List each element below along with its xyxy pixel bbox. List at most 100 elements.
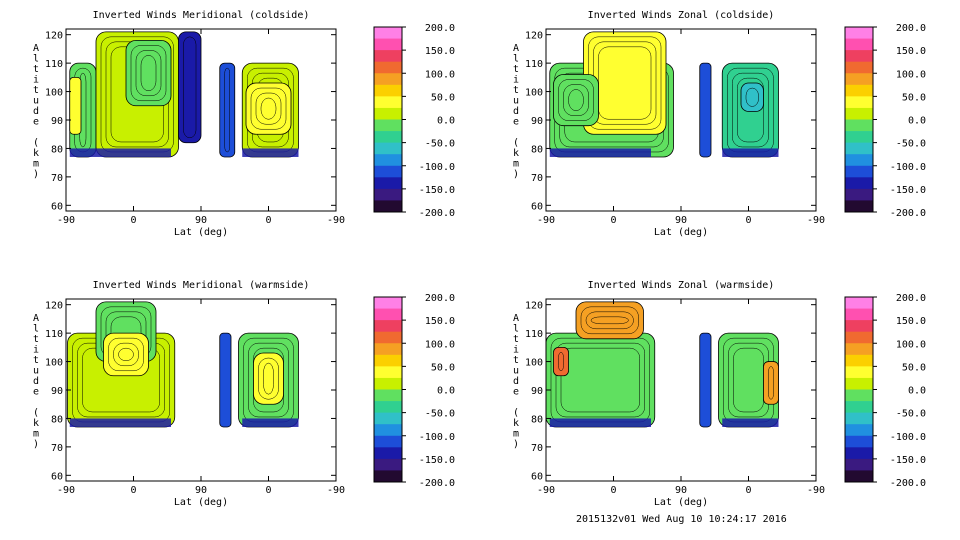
y-tick-label: 60 (531, 201, 543, 212)
contour-line (255, 92, 282, 125)
y-tick-label: 120 (45, 31, 63, 42)
colorbar-tick-label: 50.0 (902, 362, 926, 373)
colorbar-tick-label: 200.0 (896, 293, 926, 304)
colorbar-4: 200.0 150.0 100.0 50.0 0.0 -50.0 -100.0 -150.0 -… (844, 293, 926, 489)
colorbar-swatch (845, 119, 873, 132)
colorbar-1: 200.0 150.0 100.0 50.0 0.0 -50.0 -100.0 -150.0 -… (373, 23, 455, 219)
contour-line (560, 347, 640, 413)
contour-region (575, 301, 644, 340)
x-tick-label: 0 (130, 485, 136, 496)
colorbar-swatch (845, 61, 873, 74)
y-tick-label: 110 (45, 329, 63, 340)
y-tick-label: 90 (51, 386, 63, 397)
contour-field (67, 301, 299, 428)
y-tick-label: 70 (51, 173, 63, 184)
colorbar-swatch (845, 165, 873, 178)
colorbar-swatch (845, 331, 873, 344)
colorbar-swatch (845, 447, 873, 460)
colorbar-tick-label: 150.0 (896, 316, 926, 327)
colorbar-swatch (845, 107, 873, 120)
colorbar-swatch (845, 424, 873, 437)
x-tick-label: -90 (57, 485, 75, 496)
contour-region (699, 62, 712, 158)
colorbar-tick-label: -50.0 (425, 409, 455, 420)
colorbar-swatch (374, 435, 402, 448)
x-tick-label: -90 (537, 485, 555, 496)
colorbar-swatch (845, 401, 873, 414)
colorbar-tick-label: -50.0 (896, 139, 926, 150)
y-tick-label: 60 (51, 471, 63, 482)
colorbar-tick-label: 50.0 (902, 92, 926, 103)
contour-line (732, 72, 769, 148)
colorbar-swatch (845, 50, 873, 63)
contour-region (553, 346, 569, 377)
colorbar-swatch (374, 131, 402, 144)
colorbar-2: 200.0 150.0 100.0 50.0 0.0 -50.0 -100.0 -150.0 -… (844, 23, 926, 219)
contour-region (763, 361, 779, 405)
contour-region (103, 332, 149, 377)
colorbar-tick-label: -50.0 (896, 409, 926, 420)
contour-line (224, 67, 230, 153)
colorbar-swatch (845, 377, 873, 390)
colorbar-tick-label: 200.0 (896, 23, 926, 34)
colorbar-tick-label: 100.0 (425, 339, 455, 350)
colorbar-swatch (845, 366, 873, 379)
x-axis-label: Lat (deg) (174, 227, 228, 238)
contour-line (558, 352, 564, 372)
colorbar-tick-label: 50.0 (431, 92, 455, 103)
y-tick-label: 70 (531, 443, 543, 454)
colorbar-tick-label: 100.0 (896, 69, 926, 80)
x-tick-label: 0 (130, 215, 136, 226)
colorbar-tick-label: -50.0 (425, 139, 455, 150)
contour-line (183, 36, 197, 138)
colorbar-tick-label: 0.0 (908, 386, 926, 397)
colorbar-swatch (374, 412, 402, 425)
colorbar-tick-label: -150.0 (890, 455, 926, 466)
x-tick-label: 0 (745, 485, 751, 496)
colorbar-swatch (374, 50, 402, 63)
colorbar-tick-label: -150.0 (419, 455, 455, 466)
contour-line (590, 316, 629, 325)
colorbar-swatch (374, 320, 402, 333)
contour-region (125, 39, 172, 107)
contour-edge (242, 148, 299, 157)
colorbar-tick-label: 0.0 (437, 116, 455, 127)
colorbar-tick-label: 0.0 (437, 386, 455, 397)
colorbar-swatch (845, 177, 873, 190)
contour-edge (549, 418, 651, 427)
contour-line (258, 357, 279, 400)
x-tick-label: 0 (265, 485, 271, 496)
colorbar-swatch (374, 424, 402, 437)
y-tick-label: 90 (51, 116, 63, 127)
x-axis-label: Lat (deg) (174, 497, 228, 508)
y-tick-label: 60 (531, 471, 543, 482)
contour-edge (722, 148, 779, 157)
colorbar-tick-label: -100.0 (890, 162, 926, 173)
colorbar-swatch (845, 38, 873, 51)
colorbar-swatch (374, 366, 402, 379)
colorbar-swatch (374, 389, 402, 402)
colorbar-tick-label: -100.0 (890, 432, 926, 443)
contour-region (553, 74, 599, 127)
contour-line (558, 79, 594, 121)
colorbar-tick-label: 150.0 (425, 46, 455, 57)
colorbar-swatch (374, 458, 402, 471)
x-tick-label: -90 (537, 215, 555, 226)
y-tick-label: 100 (45, 358, 63, 369)
x-tick-label: 0 (610, 215, 616, 226)
colorbar-tick-label: 100.0 (425, 69, 455, 80)
x-axis-label: Lat (deg) (654, 497, 708, 508)
x-tick-label: 90 (675, 485, 687, 496)
colorbar-swatch (845, 470, 873, 483)
contour-line (768, 366, 774, 400)
chart-panel-2: Inverted Winds Zonal (coldside) -90 0 90 0 -9… (513, 10, 825, 238)
y-tick-label: 120 (525, 301, 543, 312)
colorbar-swatch (374, 177, 402, 190)
y-tick-label: 120 (525, 31, 543, 42)
colorbar-tick-label: 200.0 (425, 293, 455, 304)
chart-title: Inverted Winds Meridional (warmside) (93, 280, 310, 291)
